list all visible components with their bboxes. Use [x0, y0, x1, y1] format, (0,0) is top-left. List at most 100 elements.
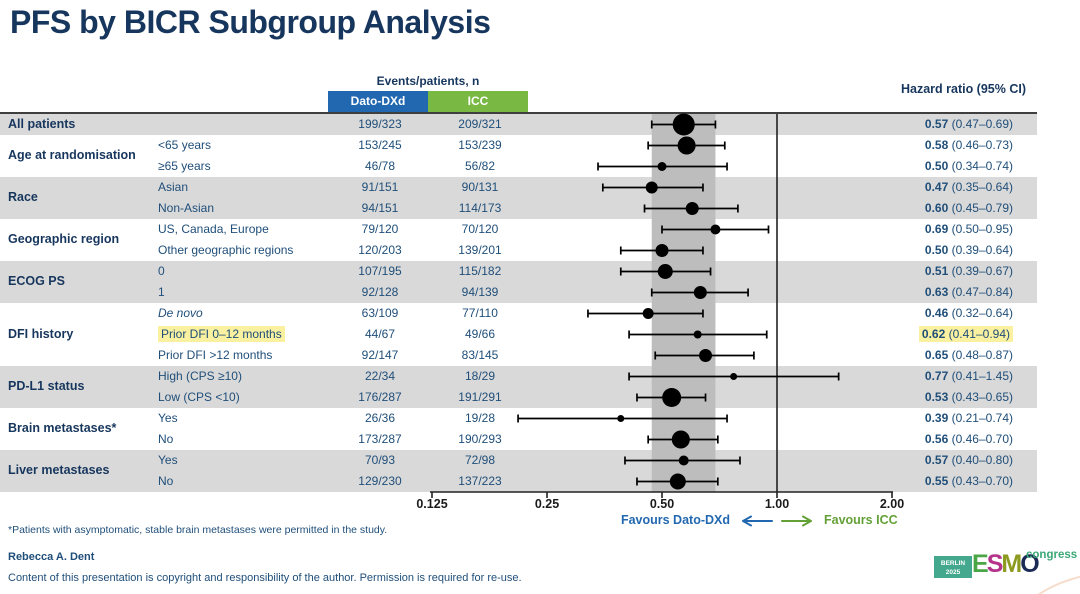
hr-cell: 0.69 (0.50–0.95) [924, 222, 1013, 236]
icc-events-cell: 83/145 [461, 348, 499, 362]
hr-cell: 0.57 (0.47–0.69) [924, 117, 1013, 131]
arm-header-dato-dxd: Dato-DXd [328, 91, 428, 112]
icc-events-cell: 114/173 [458, 201, 502, 215]
icc-events-cell: 49/66 [464, 327, 496, 341]
hr-cell: 0.77 (0.41–1.45) [924, 369, 1013, 383]
icc-events-cell: 72/98 [464, 453, 496, 467]
hr-cell: 0.50 (0.39–0.64) [924, 243, 1013, 257]
hr-cell: 0.53 (0.43–0.65) [924, 390, 1013, 404]
icc-events-cell: 209/321 [458, 117, 502, 131]
hr-cell: 0.63 (0.47–0.84) [924, 285, 1013, 299]
subgroup-label: High (CPS ≥10) [158, 369, 242, 383]
hr-cell: 0.50 (0.34–0.74) [924, 159, 1013, 173]
favours-right-arrow-icon [781, 515, 812, 527]
icc-events-cell: 70/120 [461, 222, 499, 236]
group-label: Age at randomisation [8, 148, 136, 163]
subgroup-label: US, Canada, Europe [158, 222, 269, 236]
icc-events-cell: 191/291 [458, 390, 502, 404]
icc-events-cell: 90/131 [461, 180, 499, 194]
axis-tick-label: 0.50 [649, 497, 675, 511]
hr-cell: 0.51 (0.39–0.67) [924, 264, 1013, 278]
icc-events-cell: 19/28 [464, 411, 496, 425]
venue-city: BERLIN [940, 560, 966, 567]
favours-dato-label: Favours Dato-DXd [620, 513, 730, 527]
favours-left-arrow-icon [742, 515, 773, 527]
events-patients-header: Events/patients, n [376, 74, 480, 88]
subgroup-label: 0 [158, 264, 165, 278]
group-band [0, 450, 1037, 492]
icc-events-cell: 18/29 [464, 369, 496, 383]
icc-events-cell: 115/182 [458, 264, 502, 278]
subgroup-label: No [158, 432, 174, 446]
dato-events-cell: 79/120 [361, 222, 399, 236]
icc-events-cell: 77/110 [462, 306, 498, 320]
group-band [0, 261, 1037, 303]
group-label: Race [8, 190, 38, 205]
hr-cell: 0.60 (0.45–0.79) [924, 201, 1013, 215]
subgroup-label: 1 [158, 285, 165, 299]
dato-events-cell: 92/128 [361, 285, 399, 299]
dato-events-cell: 22/34 [364, 369, 396, 383]
group-label: ECOG PS [8, 274, 65, 289]
copyright-notice: Content of this presentation is copyrigh… [8, 572, 522, 584]
group-label: Brain metastases* [8, 421, 117, 436]
axis-tick-label: 1.00 [764, 497, 790, 511]
subgroup-label: Other geographic regions [158, 243, 294, 257]
dato-events-cell: 129/230 [358, 474, 402, 488]
axis-tick-label: 2.00 [879, 497, 905, 511]
icc-events-cell: 153/239 [458, 138, 502, 152]
icc-events-cell: 94/139 [461, 285, 499, 299]
hr-cell: 0.55 (0.43–0.70) [924, 474, 1013, 488]
icc-events-cell: 56/82 [464, 159, 496, 173]
subgroup-label: Non-Asian [158, 201, 215, 215]
hr-cell: 0.56 (0.46–0.70) [924, 432, 1013, 446]
group-label: DFI history [8, 326, 74, 341]
hr-cell: 0.65 (0.48–0.87) [924, 348, 1013, 362]
group-label: Geographic region [8, 232, 120, 247]
icc-events-cell: 137/223 [458, 474, 502, 488]
subgroup-label: Prior DFI 0–12 months [158, 324, 373, 345]
subgroup-label: Low (CPS <10) [158, 390, 240, 404]
subgroup-label: Prior DFI >12 months [158, 348, 273, 362]
esmo-logo: ESMO [972, 550, 1040, 578]
dato-events-cell: 44/67 [364, 327, 396, 341]
hr-cell: 0.57 (0.40–0.80) [924, 453, 1013, 467]
dato-events-cell: 173/287 [358, 432, 402, 446]
hazard-ratio-header: Hazard ratio (95% CI) [900, 82, 1026, 96]
dato-events-cell: 91/151 [361, 180, 399, 194]
esmo-venue-badge: BERLIN 2025 [934, 556, 972, 578]
group-band [0, 219, 1037, 261]
venue-year: 2025 [945, 569, 961, 577]
dato-events-cell: 46/78 [364, 159, 396, 173]
group-label: PD-L1 status [8, 379, 85, 394]
group-label: Liver metastases [8, 463, 110, 478]
group-label: All patients [8, 116, 76, 131]
dato-events-cell: 94/151 [361, 201, 399, 215]
favours-icc-label: Favours ICC [824, 513, 898, 527]
dato-events-cell: 26/36 [364, 411, 396, 425]
esmo-congress-label: congress [1026, 549, 1078, 561]
dato-events-cell: 153/245 [358, 138, 402, 152]
dato-events-cell: 199/323 [358, 117, 402, 131]
icc-events-cell: 139/201 [458, 243, 502, 257]
subgroup-label: <65 years [158, 138, 212, 152]
dato-events-cell: 107/195 [358, 264, 402, 278]
dato-events-cell: 120/203 [358, 243, 402, 257]
subgroup-label: No [158, 474, 174, 488]
subgroup-label: Yes [158, 453, 178, 467]
table-top-rule [0, 112, 1037, 114]
dato-events-cell: 176/287 [358, 390, 402, 404]
dato-events-cell: 92/147 [361, 348, 399, 362]
subgroup-label: ≥65 years [158, 159, 211, 173]
subgroup-label: Yes [158, 411, 178, 425]
page-title: PFS by BICR Subgroup Analysis [10, 4, 491, 40]
subgroup-label: De novo [158, 306, 203, 320]
hr-cell: 0.62 (0.41–0.94) [813, 324, 1013, 345]
group-band [0, 135, 1037, 177]
axis-tick-label: 0.125 [416, 497, 448, 511]
group-band [0, 177, 1037, 219]
hr-cell: 0.46 (0.32–0.64) [924, 306, 1013, 320]
group-band [0, 366, 1037, 408]
hr-cell: 0.58 (0.46–0.73) [924, 138, 1013, 152]
